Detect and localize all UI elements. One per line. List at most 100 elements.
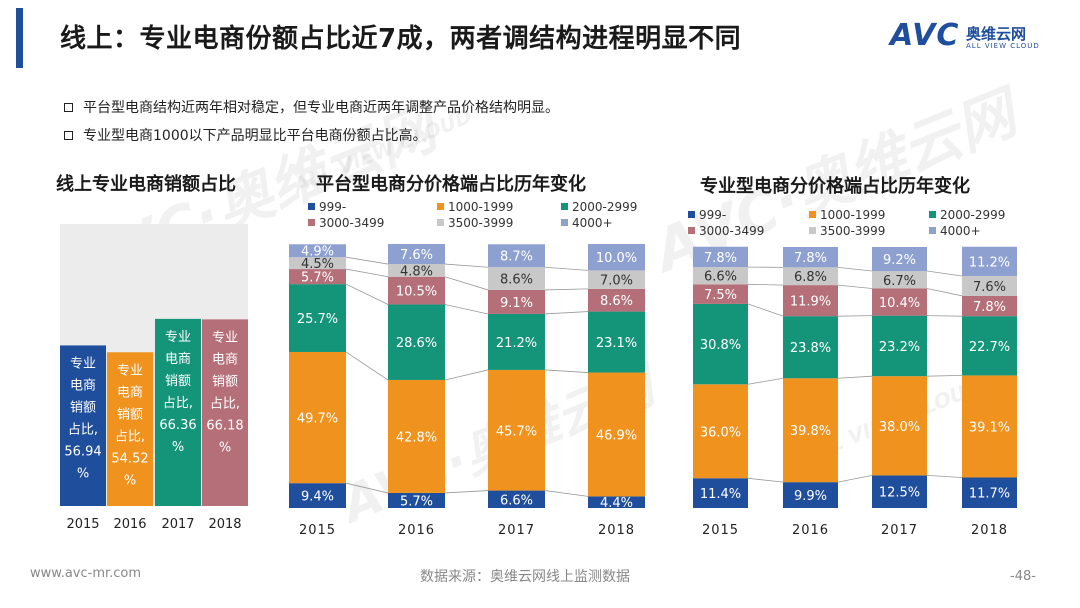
specialist-connector bbox=[926, 288, 963, 297]
specialist-connector bbox=[837, 474, 873, 483]
specialist-bar-2015-999- bbox=[693, 478, 748, 508]
specialist-label-2016-1000-1999: 39.8% bbox=[790, 424, 831, 439]
share-data-label-2018: 专业电商销额占比, 66.18% bbox=[206, 330, 243, 455]
platform-label-2015-999-: 9.4% bbox=[301, 490, 334, 505]
platform-bar-2015-999- bbox=[289, 483, 346, 508]
specialist-connector bbox=[837, 375, 873, 379]
footer-url[interactable]: www.avc-mr.com bbox=[30, 566, 142, 581]
specialist-tick-2018: 2018 bbox=[971, 523, 1008, 538]
specialist-connector bbox=[926, 474, 963, 478]
platform-legend-swatch-4000+ bbox=[561, 219, 568, 226]
specialist-connector bbox=[926, 375, 963, 377]
specialist-label-2018-3500-3999: 7.6% bbox=[973, 280, 1006, 295]
specialist-bar-2015-4000+ bbox=[693, 246, 748, 268]
platform-legend-3000-3499: 3000-3499 bbox=[319, 216, 384, 230]
specialist-legend-3000-3499: 3000-3499 bbox=[699, 224, 764, 238]
specialist-connector bbox=[747, 303, 784, 317]
platform-label-2018-999-: 4.4% bbox=[600, 496, 633, 511]
platform-bar-2016-1000-1999 bbox=[388, 379, 445, 493]
platform-bar-2018-3500-3999 bbox=[588, 270, 645, 289]
platform-legend-swatch-999- bbox=[308, 203, 315, 210]
platform-label-2017-3500-3999: 8.6% bbox=[500, 273, 533, 288]
platform-connector bbox=[444, 490, 489, 494]
platform-connector bbox=[444, 276, 489, 291]
platform-bar-2017-3500-3999 bbox=[488, 267, 545, 290]
page-number: -48- bbox=[1010, 569, 1036, 584]
platform-connector bbox=[345, 268, 389, 278]
platform-connector bbox=[345, 482, 389, 494]
platform-chart-title: 平台型电商分价格端占比历年变化 bbox=[316, 174, 586, 195]
platform-bar-2018-3000-3499 bbox=[588, 288, 645, 312]
specialist-connector bbox=[747, 377, 784, 385]
share-tick-2016: 2016 bbox=[113, 517, 146, 532]
share-bar-2017 bbox=[155, 318, 201, 506]
footer-source: 数据来源：奥维云网线上监测数据 bbox=[420, 569, 630, 585]
share-bar-2015 bbox=[60, 345, 106, 506]
specialist-legend-swatch-1000-1999 bbox=[809, 211, 816, 218]
bullet-1-text: 平台型电商结构近两年相对稳定，但专业电商近两年调整产品价格结构明显。 bbox=[83, 100, 559, 116]
specialist-legend-swatch-3500-3999 bbox=[809, 227, 816, 234]
platform-connector bbox=[345, 256, 389, 265]
specialist-bar-2016-3000-3499 bbox=[783, 285, 838, 317]
platform-label-2017-3000-3499: 9.1% bbox=[500, 296, 533, 311]
specialist-connector bbox=[837, 315, 873, 317]
specialist-legend-3500-3999: 3500-3999 bbox=[820, 224, 885, 238]
platform-label-2015-2000-2999: 25.7% bbox=[297, 312, 338, 327]
specialist-legend-swatch-4000+ bbox=[929, 227, 936, 234]
share-data-label-2015: 专业电商销额占比, 56.94% bbox=[64, 356, 101, 481]
platform-label-2018-4000+: 10.0% bbox=[596, 251, 637, 266]
logo-name-en: ALL VIEW CLOUD bbox=[966, 42, 1040, 50]
platform-connector bbox=[544, 288, 589, 291]
platform-connector bbox=[345, 351, 389, 381]
specialist-label-2015-2000-2999: 30.8% bbox=[700, 338, 741, 353]
specialist-label-2015-1000-1999: 36.0% bbox=[700, 425, 741, 440]
logo-name-cn: 奥维云网 bbox=[966, 25, 1027, 43]
specialist-bar-2017-3000-3499 bbox=[872, 288, 927, 316]
bullet-1: 平台型电商结构近两年相对稳定，但专业电商近两年调整产品价格结构明显。 bbox=[64, 97, 559, 117]
platform-connector bbox=[444, 369, 489, 381]
specialist-chart-title: 专业型电商分价格端占比历年变化 bbox=[700, 176, 970, 197]
share-data-label-2016: 专业电商销额占比, 54.52% bbox=[111, 363, 148, 488]
specialist-bar-2016-1000-1999 bbox=[783, 378, 838, 483]
specialist-bar-2015-1000-1999 bbox=[693, 384, 748, 479]
platform-connector bbox=[345, 283, 389, 305]
platform-label-2016-1000-1999: 42.8% bbox=[396, 430, 437, 445]
title-accent-bar bbox=[16, 8, 23, 68]
platform-legend-swatch-3000-3499 bbox=[308, 219, 315, 226]
platform-tick-2016: 2016 bbox=[398, 523, 435, 538]
platform-label-2016-4000+: 7.6% bbox=[400, 248, 433, 263]
platform-bar-2018-999- bbox=[588, 496, 645, 508]
specialist-label-2017-3500-3999: 6.7% bbox=[883, 274, 916, 289]
specialist-label-2015-3000-3499: 7.5% bbox=[704, 288, 737, 303]
specialist-legend-999-: 999- bbox=[699, 208, 726, 222]
specialist-bar-2015-2000-2999 bbox=[693, 303, 748, 385]
share-tick-2017: 2017 bbox=[161, 517, 194, 532]
platform-connector bbox=[544, 490, 589, 497]
platform-bar-2016-3000-3499 bbox=[388, 276, 445, 305]
platform-label-2018-3000-3499: 8.6% bbox=[600, 294, 633, 309]
platform-legend-swatch-2000-2999 bbox=[561, 203, 568, 210]
specialist-label-2017-4000+: 9.2% bbox=[883, 253, 916, 268]
specialist-bar-2016-2000-2999 bbox=[783, 316, 838, 379]
platform-label-2015-3500-3999: 4.5% bbox=[301, 257, 334, 272]
specialist-bar-2016-4000+ bbox=[783, 247, 838, 268]
platform-label-2015-1000-1999: 49.7% bbox=[297, 412, 338, 427]
platform-bar-2015-2000-2999 bbox=[289, 284, 346, 352]
specialist-bar-2017-3500-3999 bbox=[872, 271, 927, 289]
platform-connector bbox=[444, 263, 489, 268]
avc-logo: AVC 奥维云网 ALL VIEW CLOUD bbox=[890, 18, 1065, 60]
specialist-label-2017-1000-1999: 38.0% bbox=[879, 420, 920, 435]
share-tick-2015: 2015 bbox=[66, 517, 99, 532]
specialist-label-2018-3000-3499: 7.8% bbox=[973, 300, 1006, 315]
specialist-legend-4000+: 4000+ bbox=[940, 224, 981, 238]
specialist-bar-2018-2000-2999 bbox=[962, 316, 1017, 376]
platform-connector bbox=[444, 304, 489, 315]
platform-label-2017-2000-2999: 21.2% bbox=[496, 336, 537, 351]
platform-label-2016-3500-3999: 4.8% bbox=[400, 264, 433, 279]
platform-bar-2016-4000+ bbox=[388, 244, 445, 265]
specialist-bar-2015-3000-3499 bbox=[693, 284, 748, 304]
specialist-label-2018-999-: 11.7% bbox=[969, 487, 1010, 502]
specialist-bar-2015-3500-3999 bbox=[693, 267, 748, 285]
platform-connector bbox=[544, 266, 589, 271]
